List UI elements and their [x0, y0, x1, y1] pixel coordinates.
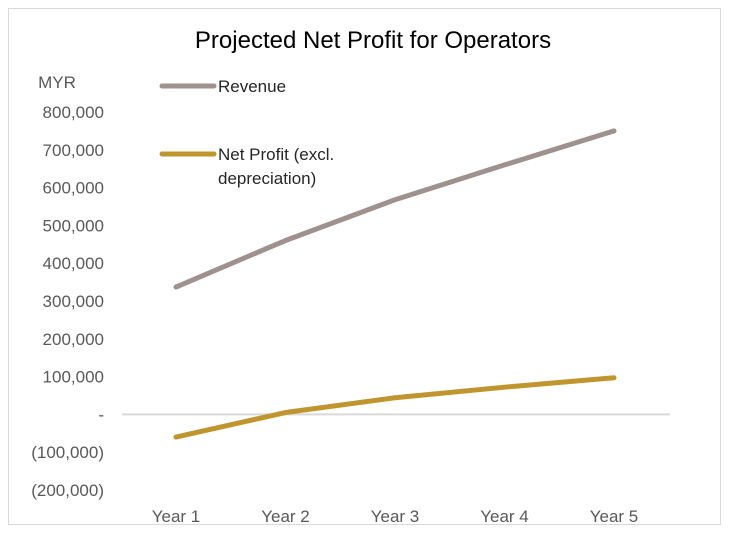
series-line-net-profit	[173, 375, 617, 440]
x-tick-label: Year 4	[480, 507, 529, 526]
y-tick-label: 600,000	[43, 179, 104, 198]
legend-label: Net Profit (excl.	[218, 145, 334, 164]
y-tick-label: 200,000	[43, 330, 104, 349]
y-tick-label: 800,000	[43, 103, 104, 122]
legend-label: Revenue	[218, 77, 286, 96]
y-tick-label: 300,000	[43, 292, 104, 311]
series-line-revenue	[173, 128, 617, 290]
x-axis-ticks: Year 1 Year 2 Year 3 Year 4 Year 5	[152, 507, 639, 526]
y-tick-label: 500,000	[43, 216, 104, 235]
x-tick-label: Year 3	[371, 507, 420, 526]
y-tick-label: 700,000	[43, 141, 104, 160]
x-tick-label: Year 1	[152, 507, 201, 526]
chart-title: Projected Net Profit for Operators	[195, 27, 551, 54]
y-tick-label: -	[98, 405, 104, 424]
y-tick-label: 100,000	[43, 368, 104, 387]
legend-label: depreciation)	[218, 169, 316, 188]
y-tick-label: (100,000)	[31, 443, 104, 462]
legend: Revenue Net Profit (excl. depreciation)	[159, 77, 334, 188]
y-tick-label: 400,000	[43, 254, 104, 273]
y-axis-ticks: 800,000 700,000 600,000 500,000 400,000 300,0…	[31, 103, 104, 500]
x-tick-label: Year 2	[261, 507, 310, 526]
line-chart: Projected Net Profit for Operators MYR 8…	[31, 27, 670, 526]
x-tick-label: Year 5	[590, 507, 639, 526]
series-lines	[173, 128, 617, 440]
y-tick-label: (200,000)	[31, 481, 104, 500]
chart-frame: Projected Net Profit for Operators MYR 8…	[8, 8, 721, 526]
y-axis-unit-label: MYR	[38, 73, 76, 92]
